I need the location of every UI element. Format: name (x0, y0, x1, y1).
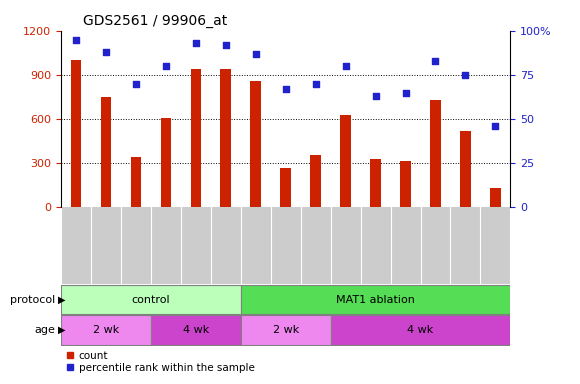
Bar (61, 285, 241, 314)
Point (371, 93, 380, 99)
Bar (190, 69, 201, 207)
Point (311, 81, 320, 87)
Bar (370, 159, 381, 207)
Bar (241, 316, 331, 345)
Bar (71, 60, 81, 207)
Point (221, 42, 230, 48)
Point (101, 49, 110, 55)
Point (491, 123, 500, 129)
Text: 4 wk: 4 wk (407, 325, 434, 335)
Bar (460, 131, 471, 207)
Text: 4 wk: 4 wk (183, 325, 209, 335)
Bar (251, 81, 261, 207)
Point (431, 58, 440, 64)
Bar (61, 316, 151, 345)
Bar (241, 285, 510, 314)
Bar (161, 118, 171, 207)
Legend: count, percentile rank within the sample: count, percentile rank within the sample (66, 351, 255, 373)
Bar (400, 161, 411, 207)
Bar (100, 97, 111, 207)
Text: 2 wk: 2 wk (273, 325, 299, 335)
Bar (310, 155, 321, 207)
Bar (490, 188, 501, 207)
Text: protocol: protocol (10, 295, 55, 305)
Bar (340, 114, 351, 207)
Point (461, 72, 470, 78)
Bar (430, 100, 441, 207)
Bar (220, 69, 231, 207)
Point (251, 51, 260, 57)
Point (71, 36, 81, 43)
Text: 2 wk: 2 wk (93, 325, 119, 335)
Bar (151, 316, 241, 345)
Bar (130, 157, 141, 207)
Point (341, 63, 350, 69)
Point (131, 81, 140, 87)
Bar (331, 316, 510, 345)
Text: ▶: ▶ (58, 325, 66, 335)
Text: ▶: ▶ (58, 295, 66, 305)
Bar (280, 167, 291, 207)
Point (191, 40, 201, 46)
Text: MAT1 ablation: MAT1 ablation (336, 295, 415, 305)
Point (161, 63, 171, 69)
Point (401, 89, 410, 96)
Text: control: control (132, 295, 170, 305)
Point (281, 86, 290, 92)
Text: GDS2561 / 99906_at: GDS2561 / 99906_at (84, 14, 227, 28)
Text: age: age (34, 325, 55, 335)
